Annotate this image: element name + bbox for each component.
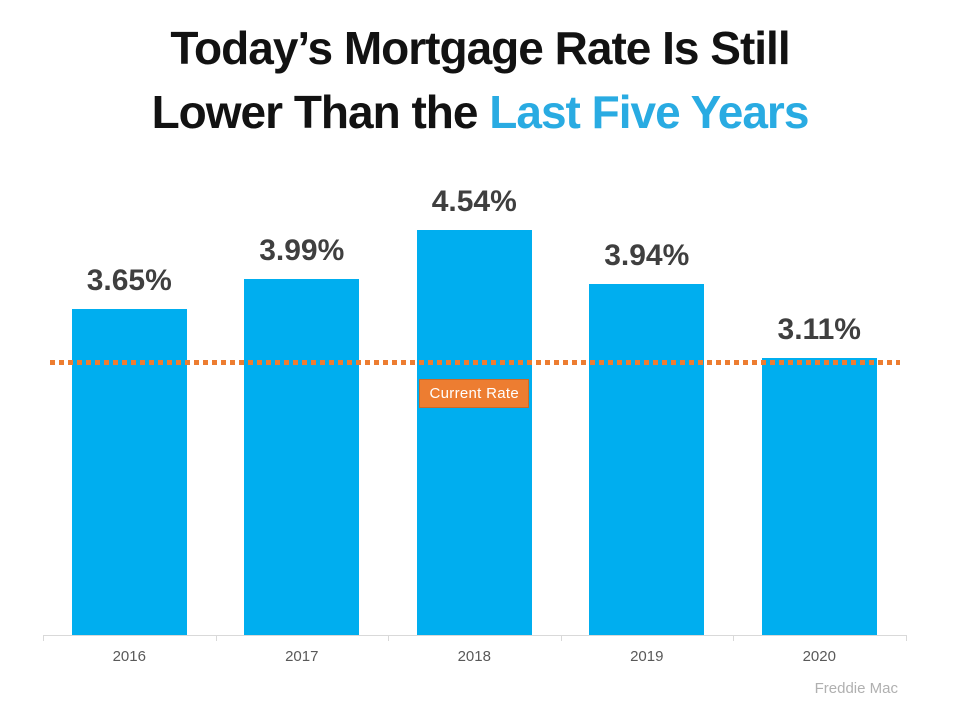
title-line-2: Lower Than the Last Five Years [0,80,960,144]
x-axis-tick [905,635,907,641]
title-line-2-prefix: Lower Than the [151,86,490,138]
bar-2019 [589,284,705,635]
value-label-2020: 3.11% [777,313,861,346]
x-axis-tick [733,635,734,641]
value-label-2019: 3.94% [604,239,690,272]
current-rate-label: Current Rate [419,379,530,408]
x-axis-tick [43,635,44,641]
x-axis-label-2020: 2020 [802,648,836,665]
x-axis-label-2017: 2017 [285,648,319,665]
x-axis-label-2018: 2018 [457,648,491,665]
current-rate-dotted-line [50,360,900,365]
x-axis-tick [388,635,389,641]
x-axis-tick [560,635,562,641]
title-line-1: Today’s Mortgage Rate Is Still [170,22,790,74]
x-axis-tick [215,635,217,641]
value-label-2018: 4.54% [431,185,517,218]
x-axis-label-2019: 2019 [630,648,664,665]
bar-2018 [416,230,532,635]
value-label-2017: 3.99% [259,234,345,267]
chart-title: Today’s Mortgage Rate Is Still Lower Tha… [0,16,960,144]
x-axis-label-2016: 2016 [112,648,146,665]
x-axis-line [43,635,906,636]
bar-2017 [244,279,360,635]
bar-2020 [761,358,877,635]
value-label-2016: 3.65% [86,264,172,297]
source-attribution: Freddie Mac [814,680,898,697]
bar-2016 [71,309,187,635]
title-line-2-accent: Last Five Years [489,86,809,138]
